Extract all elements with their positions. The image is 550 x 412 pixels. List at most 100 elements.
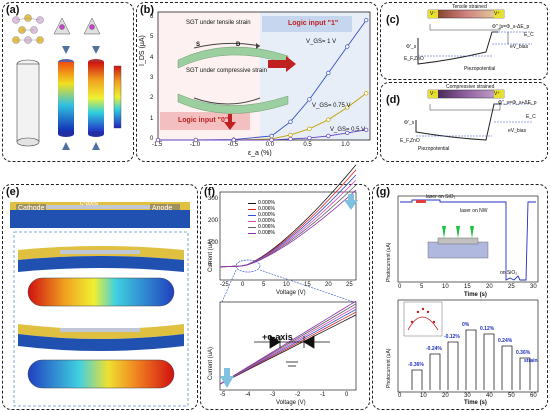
panel-f-ytick: 100 — [208, 240, 219, 246]
iv-curve-zoom-2 — [219, 309, 357, 385]
panel-g-top-xtick: 0 — [398, 284, 402, 290]
tensile-text: SGT under tensile strain — [186, 20, 251, 26]
legend-label: 0.006% — [258, 224, 275, 230]
panel-g-bot-xtick: 20 — [442, 393, 449, 399]
panel-f-xtick: 5 — [262, 282, 266, 288]
legend-swatch — [248, 232, 256, 234]
panel-f-chart — [219, 164, 358, 391]
panel-f-bot-xtick: -1 — [320, 392, 326, 398]
panel-g-top-xtick: 20 — [486, 284, 493, 290]
strained-rod-1 — [27, 277, 175, 307]
panel-g-bot-xlabel: Time (s) — [464, 400, 487, 406]
series-point — [364, 17, 369, 23]
panel-c — [380, 2, 548, 80]
legend-label: 0.008% — [258, 230, 275, 236]
series-point — [345, 130, 350, 136]
legend-swatch — [248, 220, 256, 222]
panel-f-bot-xtick: -2 — [295, 392, 301, 398]
panel-b-chart — [155, 11, 371, 143]
iv-curve-5 — [219, 189, 357, 268]
panel-c-vminus: V⁻ — [430, 11, 436, 17]
panel-d-phi: Φ'_s — [404, 120, 415, 126]
panel-g-top-xlabel: Time (s) — [464, 292, 487, 298]
vgs-075-label: V_GS= 0.75 V — [312, 103, 351, 109]
series-point — [288, 132, 293, 138]
panel-f-ytick: 0 — [208, 262, 212, 268]
panel-b-ytick: 3 — [150, 75, 154, 82]
panel-d-piezo: Piezopotential — [418, 146, 450, 152]
series-point — [231, 137, 236, 143]
panel-a-label: (a) — [6, 4, 20, 16]
panel-f — [200, 184, 370, 410]
strained-device-illustrations — [177, 42, 296, 130]
panel-g-top-xtick: 5 — [420, 284, 424, 290]
panel-g-chart — [397, 195, 539, 393]
panel-c-vplus: V⁺ — [494, 11, 500, 17]
panel-c-band-diagram — [417, 9, 532, 65]
cathode-label: Cathode — [18, 205, 45, 212]
laser-on-sio2: laser on SiO₂ — [426, 194, 456, 200]
panel-b-xtick: 0.0 — [265, 142, 274, 148]
panel-b-xtick: -0.5 — [227, 142, 239, 148]
panel-f-bot-xtick: -4 — [245, 392, 251, 398]
panel-f-bot-ylabel: Current (uA) — [208, 346, 214, 380]
on-sio2-label: on SiO₂ — [500, 270, 518, 276]
series-point — [193, 137, 199, 143]
panel-c-ev: eV_bias — [510, 44, 529, 50]
legend-entry: 0.000% — [248, 212, 275, 218]
panel-d-vplus: V⁺ — [494, 91, 500, 97]
pulse-bar — [429, 353, 441, 390]
pulse-bar — [483, 333, 495, 390]
series-point — [288, 136, 293, 142]
panel-d-band-diagram — [415, 89, 532, 141]
series-point — [364, 127, 369, 132]
panel-b-ytick: 6 — [150, 14, 154, 21]
panel-g-top-xtick: 25 — [508, 284, 515, 290]
panel-g-bot-xtick: 50 — [508, 393, 515, 399]
panel-b-xtick: 0.5 — [303, 142, 312, 148]
panel-d-phi-eq: Φ''_s=Φ_s+ΔE_p — [498, 100, 537, 106]
series-point — [364, 91, 369, 96]
crystal-lattice — [12, 14, 44, 44]
flat-substrate — [10, 202, 190, 228]
arrow-to-logic-0 — [224, 114, 236, 130]
panel-e — [2, 184, 198, 410]
strain-inset — [403, 301, 443, 337]
logic-1-text: Logic input "1" — [288, 20, 339, 27]
legend-label: 0.000% — [258, 218, 275, 224]
panel-b-ytick: 5 — [150, 34, 154, 41]
legend-label: 0.000% — [258, 212, 275, 218]
panel-b-ytick: 1 — [150, 115, 154, 122]
panel-g-bot-xtick: 0 — [398, 393, 402, 399]
panel-f-xtick: 20 — [325, 282, 332, 288]
series-point — [155, 137, 161, 143]
panel-d — [380, 82, 548, 162]
panel-c-ec: E_C — [524, 32, 534, 38]
legend-entry: 0.008% — [248, 230, 275, 236]
pulse-bar — [411, 369, 423, 390]
panel-f-ytick: 300 — [208, 196, 219, 202]
series-point — [345, 44, 350, 49]
panel-c-phi: Φ'_s — [406, 44, 417, 50]
panel-f-bot-xtick: 0 — [345, 392, 349, 398]
strain-label: 0% — [462, 322, 470, 328]
vgs-1-label: V_GS= 1 V — [306, 39, 337, 45]
series-point — [269, 137, 274, 143]
nanowire-cylinder — [16, 59, 40, 147]
compressive-text: SGT under compressive strain — [186, 68, 267, 74]
pulse-bar — [501, 345, 513, 390]
panel-c-ef: E_F,ZnO — [404, 56, 424, 62]
panel-c-phi-eq: Φ''_s=Φ_s-ΔE_p — [492, 24, 530, 30]
down-arrow-bottom — [220, 368, 234, 388]
tetrahedron-left — [53, 17, 71, 35]
series-point — [307, 126, 312, 131]
strain-label: 0.12% — [480, 326, 495, 332]
panel-g-label: (g) — [376, 186, 391, 198]
panel-b-xtick: -1.5 — [152, 142, 163, 148]
panel-g-bot-xtick: 30 — [464, 393, 471, 399]
source-label-1: S — [196, 42, 201, 48]
panel-g-bot-xtick: 60 — [530, 393, 537, 399]
panel-b-xtick: 1.0 — [341, 142, 350, 148]
panel-c-label: (c) — [386, 14, 400, 26]
strain-label: 0.36% — [516, 350, 531, 356]
